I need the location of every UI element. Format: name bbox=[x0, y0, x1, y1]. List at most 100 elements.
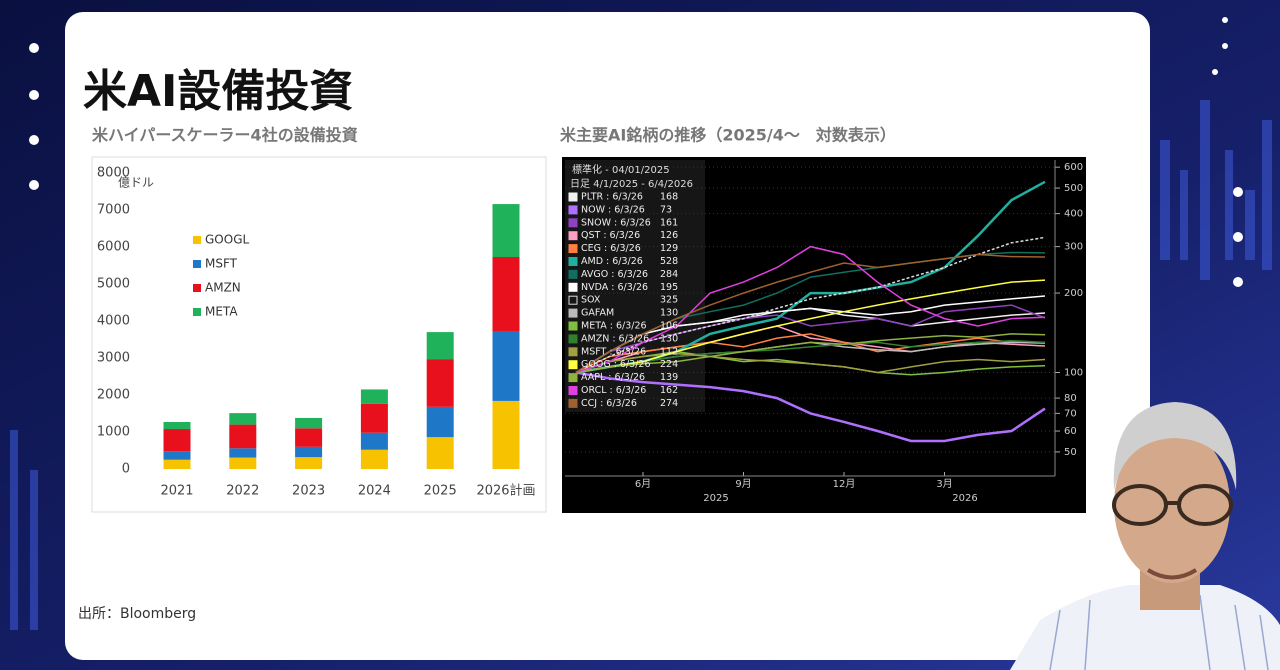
legend-label: NOW : 6/3/26 bbox=[581, 204, 645, 215]
x-tick-label: 3月 bbox=[936, 478, 952, 490]
legend-value: 274 bbox=[660, 398, 678, 409]
y-tick-label: 8000 bbox=[97, 166, 130, 181]
x-tick-label: 2023 bbox=[292, 484, 325, 499]
x-tick-label: 2024 bbox=[358, 484, 391, 499]
legend-swatch bbox=[568, 308, 578, 318]
legend-value: 284 bbox=[660, 269, 678, 280]
legend-value: 195 bbox=[660, 282, 678, 293]
bar-segment bbox=[360, 432, 388, 450]
decor-bars bbox=[10, 100, 1272, 630]
legend-swatch bbox=[568, 205, 578, 215]
bar-segment bbox=[360, 449, 388, 469]
y-tick-label: 4000 bbox=[97, 314, 130, 329]
legend-label: AAPL : 6/3/26 bbox=[581, 372, 645, 383]
decor-dots bbox=[29, 17, 1243, 287]
bar-segment bbox=[360, 403, 388, 433]
bar-segment bbox=[163, 459, 191, 469]
legend-value: 528 bbox=[660, 256, 678, 267]
series-line bbox=[575, 304, 1046, 374]
y-tick-label: 60 bbox=[1064, 426, 1077, 437]
bar-segment bbox=[295, 446, 323, 458]
bar-segment bbox=[426, 359, 454, 407]
x-tick-label: 9月 bbox=[735, 478, 751, 490]
legend-label: GAFAM bbox=[581, 308, 614, 319]
legend-swatch bbox=[568, 347, 578, 357]
legend-swatch bbox=[568, 257, 578, 266]
x-tick-label: 2026計画 bbox=[476, 483, 535, 499]
y-tick-label: 7000 bbox=[97, 203, 130, 218]
bar-segment bbox=[492, 256, 520, 331]
legend-label: AMZN : 6/3/26 bbox=[581, 333, 649, 344]
legend-label: QST : 6/3/26 bbox=[581, 230, 640, 241]
x-group-label: 2025 bbox=[703, 493, 728, 504]
series-line bbox=[575, 333, 1046, 374]
legend-label: GOOGL bbox=[205, 233, 249, 247]
x-group-label: 2026 bbox=[952, 493, 977, 504]
legend-swatch bbox=[193, 284, 201, 292]
legend-swatch bbox=[568, 398, 578, 408]
legend-swatch bbox=[568, 321, 578, 331]
bar-segment bbox=[295, 428, 323, 447]
y-tick-label: 80 bbox=[1064, 393, 1077, 404]
legend-label: MSFT : 6/3/26 bbox=[581, 346, 646, 357]
series-line bbox=[575, 333, 1046, 374]
y-tick-label: 50 bbox=[1064, 447, 1077, 458]
bar-segment bbox=[163, 429, 191, 452]
y-tick-label: 6000 bbox=[97, 240, 130, 255]
legend-value: 168 bbox=[660, 192, 678, 203]
legend-label: NVDA : 6/3/26 bbox=[581, 282, 648, 293]
bar-segment bbox=[426, 406, 454, 438]
bar-segment bbox=[229, 457, 257, 469]
x-tick-label: 2025 bbox=[424, 484, 457, 499]
legend-value: 161 bbox=[660, 217, 678, 228]
y-unit: 億ドル bbox=[118, 176, 154, 190]
legend-label: CEG : 6/3/26 bbox=[581, 243, 641, 254]
source: 出所：Bloomberg bbox=[78, 606, 196, 622]
legend-value: 224 bbox=[660, 359, 678, 370]
legend-swatch bbox=[568, 295, 578, 305]
legend-swatch bbox=[193, 236, 201, 244]
x-tick-label: 12月 bbox=[833, 478, 856, 490]
slide-title: 米AI設備投資 bbox=[83, 66, 353, 117]
legend-value: 73 bbox=[660, 204, 672, 215]
legend-swatch bbox=[568, 373, 578, 383]
y-tick-label: 200 bbox=[1064, 288, 1083, 299]
legend-label: META : 6/3/26 bbox=[581, 321, 647, 332]
legend-subtitle: 日足 4/1/2025 - 6/4/2026 bbox=[570, 178, 693, 190]
chart-title: 米主要AI銘柄の推移（2025/4～ 対数表示） bbox=[560, 126, 896, 145]
y-tick-label: 0 bbox=[122, 462, 130, 477]
y-tick-label: 2000 bbox=[97, 388, 130, 403]
legend-swatch bbox=[568, 360, 578, 370]
legend-label: ORCL : 6/3/26 bbox=[581, 385, 646, 396]
series-line bbox=[575, 245, 1046, 374]
legend-label: SOX bbox=[581, 295, 601, 306]
y-tick-label: 70 bbox=[1064, 408, 1077, 419]
legend-swatch bbox=[193, 260, 201, 268]
legend-value: 126 bbox=[660, 230, 678, 241]
x-tick-label: 6月 bbox=[635, 478, 651, 490]
y-tick-label: 1000 bbox=[97, 425, 130, 440]
y-tick-label: 3000 bbox=[97, 351, 130, 366]
bar-segment bbox=[360, 389, 388, 404]
legend-label: PLTR : 6/3/26 bbox=[581, 192, 643, 203]
series-line bbox=[575, 371, 1046, 443]
series-line bbox=[575, 295, 1046, 374]
legend-value: 112 bbox=[660, 346, 678, 357]
bar-segment bbox=[163, 451, 191, 460]
bar-segment bbox=[492, 330, 520, 401]
legend-swatch bbox=[568, 231, 578, 241]
bar-segment bbox=[229, 413, 257, 425]
y-tick-label: 100 bbox=[1064, 367, 1083, 378]
bar-segment bbox=[295, 417, 323, 429]
x-tick-label: 2021 bbox=[160, 484, 193, 499]
bar-segment bbox=[426, 332, 454, 360]
legend-swatch bbox=[568, 218, 578, 228]
legend-value: 139 bbox=[660, 372, 678, 383]
bar-segment bbox=[492, 400, 520, 469]
legend-label: MSFT bbox=[205, 257, 238, 271]
legend-label: SNOW : 6/3/26 bbox=[581, 217, 651, 228]
legend-label: AMD : 6/3/26 bbox=[581, 256, 643, 267]
bar-segment bbox=[229, 448, 257, 458]
